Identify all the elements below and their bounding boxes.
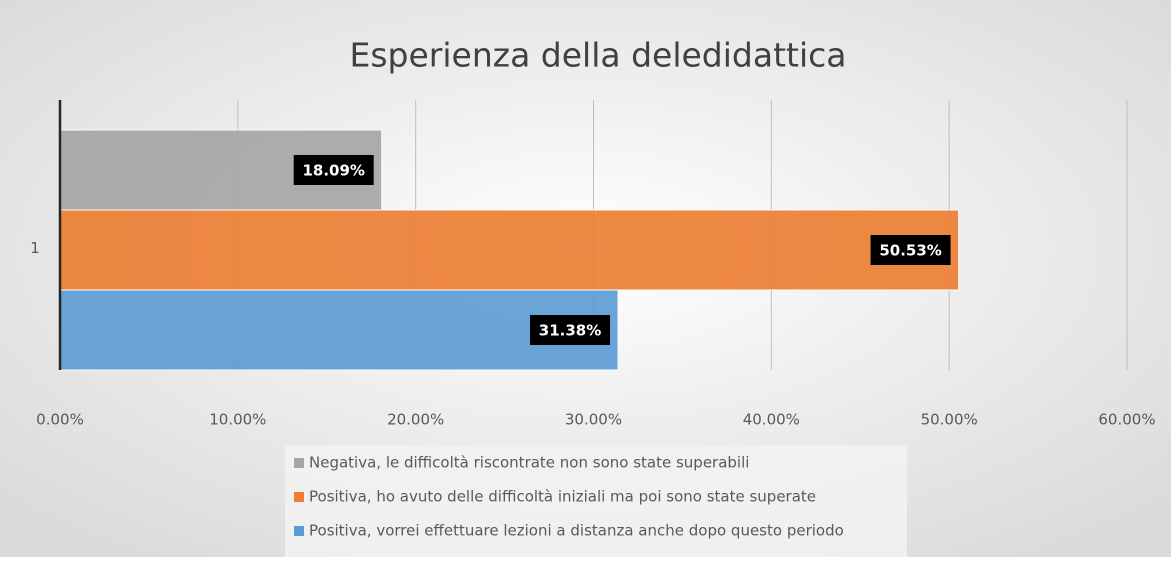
data-label: 18.09% [302,162,364,180]
x-tick-label: 20.00% [387,411,444,429]
data-label: 31.38% [539,322,601,340]
x-tick-label: 60.00% [1098,411,1155,429]
legend-swatch [294,492,304,502]
x-tick-label: 0.00% [36,411,84,429]
data-label-box [870,235,951,265]
y-tick-label: 1 [30,239,40,257]
legend-box [285,445,907,557]
legend-label: Positiva, vorrei effettuare lezioni a di… [309,522,844,540]
chart-title: Esperienza della deledidattica [350,36,847,75]
legend-swatch [294,458,304,468]
data-label-box [530,315,611,345]
x-tick-label: 50.00% [921,411,978,429]
x-tick-label: 10.00% [209,411,266,429]
bar [59,289,619,371]
x-tick-label: 40.00% [743,411,800,429]
data-label: 50.53% [879,242,941,260]
legend-label: Positiva, ho avuto delle difficoltà iniz… [309,488,816,506]
legend-swatch [294,526,304,536]
x-tick-label: 30.00% [565,411,622,429]
bar [59,209,960,291]
legend-label: Negativa, le difficoltà riscontrate non … [309,454,749,472]
data-label-box [293,155,374,185]
